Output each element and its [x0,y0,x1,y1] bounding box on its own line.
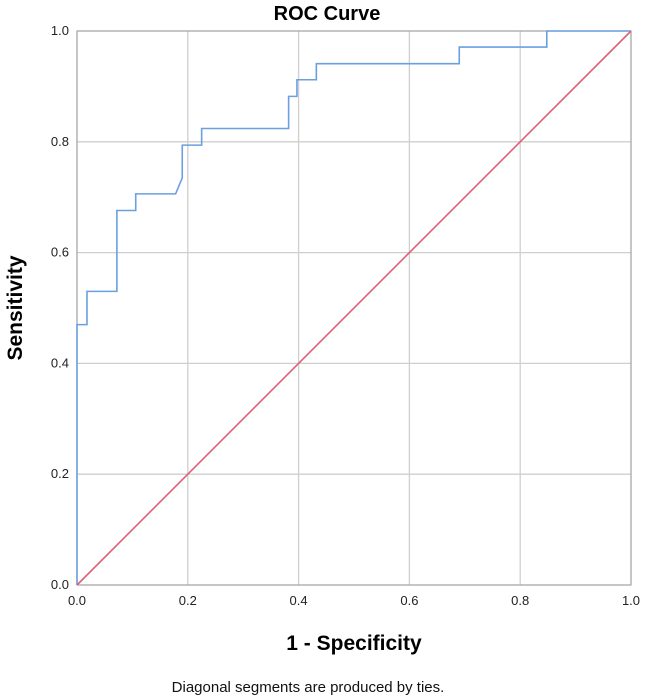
x-axis-title: 1 - Specificity [286,632,422,655]
x-tick-label: 0.6 [400,593,418,608]
x-tick-label: 0.0 [68,593,86,608]
chart-title: ROC Curve [274,3,381,25]
x-tick-label: 0.4 [290,593,308,608]
reference-line [76,30,632,586]
y-tick-label: 0.0 [51,577,69,592]
x-tick-label: 1.0 [622,593,640,608]
roc-curve-line [76,30,631,585]
chart-footnote: Diagonal segments are produced by ties. [172,679,445,696]
x-tick-label: 0.8 [511,593,529,608]
x-tick-label: 0.2 [179,593,197,608]
y-axis-title: Sensitivity [4,255,27,360]
tick-labels: 0.0 0.2 0.4 0.6 0.8 1.0 0.0 0.2 0.4 0.6 0.8 1.0 [51,23,640,608]
y-tick-label: 0.4 [51,355,69,370]
plot-frame [76,30,632,586]
y-tick-label: 0.6 [51,245,69,260]
series-layer [76,30,632,586]
y-tick-label: 0.8 [51,134,69,149]
y-tick-label: 0.2 [51,466,69,481]
y-tick-label: 1.0 [51,23,69,38]
